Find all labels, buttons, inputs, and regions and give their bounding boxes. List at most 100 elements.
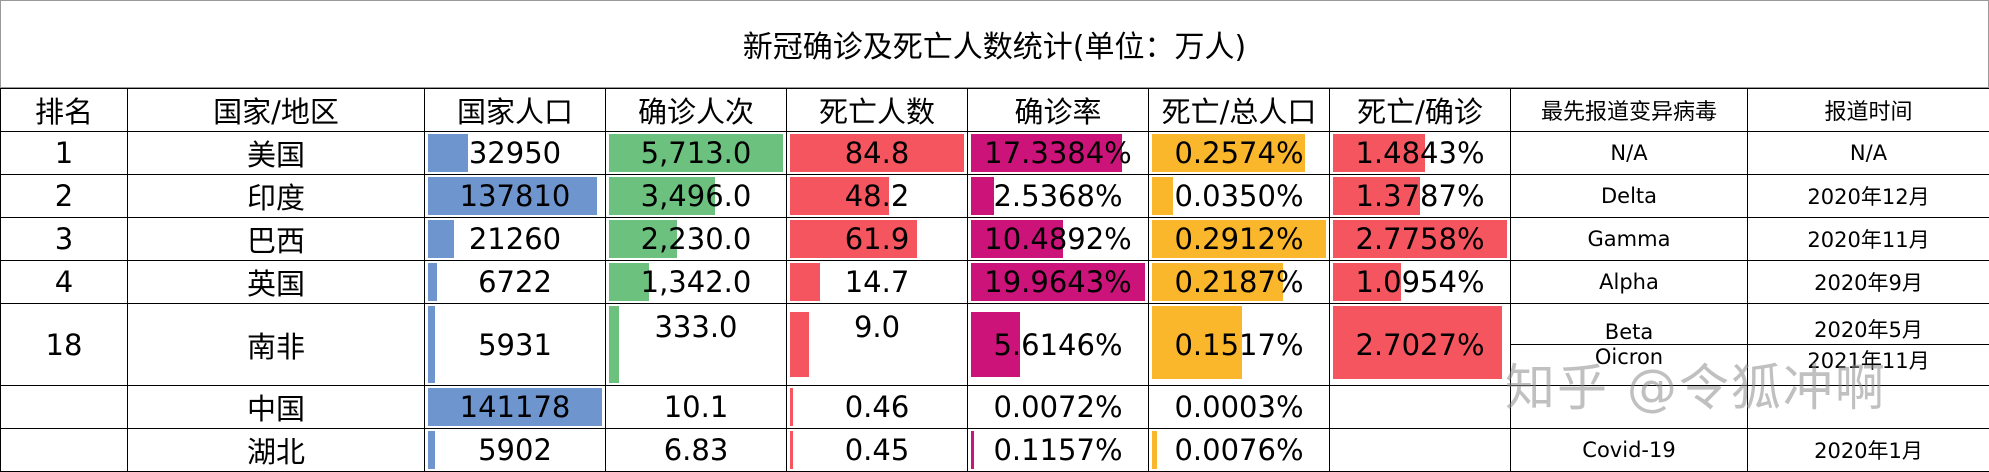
- death-pop-value: 0.2574%: [1174, 136, 1303, 170]
- confirmed-cell: 1,342.0: [606, 261, 787, 304]
- header-confirmed: 确诊人次: [606, 89, 787, 132]
- death-pop-cell: 0.0350%: [1149, 175, 1330, 218]
- population-value: 5931: [478, 328, 552, 362]
- population-cell: 137810: [425, 175, 606, 218]
- death-pop-cell: 0.0076%: [1149, 429, 1330, 472]
- confirmed-value: 10.1: [664, 390, 729, 424]
- deaths-cell: 9.0: [787, 304, 968, 386]
- confirmed-value: 2,230.0: [641, 222, 752, 256]
- deaths-value: 0.46: [845, 390, 910, 424]
- death-pop-cell: 0.1517%: [1149, 304, 1330, 386]
- region-cell: 中国: [128, 386, 425, 429]
- rate-value: 17.3384%: [984, 136, 1131, 170]
- rate-cell: 5.6146%: [968, 304, 1149, 386]
- rate-bar: [971, 431, 974, 469]
- rate-value: 2.5368%: [993, 179, 1122, 213]
- region-cell: 美国: [128, 132, 425, 175]
- header-rank: 排名: [1, 89, 128, 132]
- death-conf-value: 2.7758%: [1355, 222, 1484, 256]
- death-conf-cell: 2.7758%: [1330, 218, 1511, 261]
- region-cell: 南非: [128, 304, 425, 386]
- death-pop-value: 0.0003%: [1174, 390, 1303, 424]
- deaths-value: 48.2: [845, 179, 910, 213]
- population-value: 5902: [478, 433, 552, 467]
- population-value: 141178: [460, 390, 571, 424]
- variant-cell: Gamma: [1511, 218, 1748, 261]
- confirmed-value: 1,342.0: [641, 265, 752, 299]
- date-cell: 2020年12月: [1748, 175, 1989, 218]
- death-pop-value: 0.1517%: [1174, 328, 1303, 362]
- rank-cell: 4: [1, 261, 128, 304]
- population-value: 32950: [469, 136, 561, 170]
- death-conf-cell: [1330, 386, 1511, 429]
- rate-cell: 0.0072%: [968, 386, 1149, 429]
- region-cell: 印度: [128, 175, 425, 218]
- variant-cell: Covid-19: [1511, 429, 1748, 472]
- rate-value: 10.4892%: [984, 222, 1131, 256]
- zhihu-watermark: 知乎 @令狐冲啊: [1505, 348, 1887, 420]
- header-variant: 最先报道变异病毒: [1511, 89, 1748, 132]
- date-cell: 2020年9月: [1748, 261, 1989, 304]
- date-cell: 2020年11月: [1748, 218, 1989, 261]
- deaths-cell: 84.8: [787, 132, 968, 175]
- table-title: 新冠确诊及死亡人数统计(单位：万人): [0, 0, 1989, 88]
- header-rate: 确诊率: [968, 89, 1149, 132]
- rank-cell: 1: [1, 132, 128, 175]
- deaths-cell: 61.9: [787, 218, 968, 261]
- deaths-bar: [790, 263, 820, 301]
- date-value-1: 2020年5月: [1748, 314, 1989, 344]
- death-conf-cell: 1.3787%: [1330, 175, 1511, 218]
- death-pop-cell: 0.2912%: [1149, 218, 1330, 261]
- death-pop-cell: 0.2187%: [1149, 261, 1330, 304]
- population-cell: 141178: [425, 386, 606, 429]
- death-conf-cell: 1.4843%: [1330, 132, 1511, 175]
- rank-cell: 18: [1, 304, 128, 386]
- rate-value: 0.1157%: [993, 433, 1122, 467]
- header-deaths: 死亡人数: [787, 89, 968, 132]
- region-cell: 湖北: [128, 429, 425, 472]
- confirmed-bar: [609, 306, 619, 383]
- rate-cell: 10.4892%: [968, 218, 1149, 261]
- population-cell: 5902: [425, 429, 606, 472]
- confirmed-cell: 6.83: [606, 429, 787, 472]
- death-pop-value: 0.0350%: [1174, 179, 1303, 213]
- death-conf-cell: 1.0954%: [1330, 261, 1511, 304]
- rate-cell: 0.1157%: [968, 429, 1149, 472]
- deaths-value: 61.9: [845, 222, 910, 256]
- death-pop-cell: 0.0003%: [1149, 386, 1330, 429]
- date-cell: 2020年1月: [1748, 429, 1989, 472]
- population-cell: 6722: [425, 261, 606, 304]
- deaths-bar: [790, 312, 809, 377]
- confirmed-cell: 10.1: [606, 386, 787, 429]
- deaths-cell: 14.7: [787, 261, 968, 304]
- rate-cell: 2.5368%: [968, 175, 1149, 218]
- death-conf-cell: [1330, 429, 1511, 472]
- death-conf-value: 1.0954%: [1355, 265, 1484, 299]
- population-cell: 21260: [425, 218, 606, 261]
- population-cell: 32950: [425, 132, 606, 175]
- deaths-cell: 0.46: [787, 386, 968, 429]
- header-population: 国家人口: [425, 89, 606, 132]
- death-pop-bar: [1152, 177, 1173, 215]
- population-value: 21260: [469, 222, 561, 256]
- population-value: 6722: [478, 265, 552, 299]
- confirmed-cell: 3,496.0: [606, 175, 787, 218]
- population-cell: 5931: [425, 304, 606, 386]
- table-row: 3 巴西 21260 2,230.0 61.9 10.4892% 0.2912%…: [1, 218, 1989, 261]
- confirmed-value: 5,713.0: [641, 136, 752, 170]
- death-pop-value: 0.0076%: [1174, 433, 1303, 467]
- table-row: 2 印度 137810 3,496.0 48.2 2.5368% 0.0350%…: [1, 175, 1989, 218]
- header-death-pop: 死亡/总人口: [1149, 89, 1330, 132]
- confirmed-cell: 333.0: [606, 304, 787, 386]
- table-row: 4 英国 6722 1,342.0 14.7 19.9643% 0.2187% …: [1, 261, 1989, 304]
- variant-cell: Alpha: [1511, 261, 1748, 304]
- variant-value-1: Beta: [1511, 320, 1747, 344]
- variant-cell: Delta: [1511, 175, 1748, 218]
- rate-bar: [971, 177, 994, 215]
- confirmed-cell: 2,230.0: [606, 218, 787, 261]
- deaths-cell: 0.45: [787, 429, 968, 472]
- deaths-value: 0.45: [845, 433, 910, 467]
- rate-cell: 19.9643%: [968, 261, 1149, 304]
- confirmed-value: 6.83: [664, 433, 729, 467]
- rank-cell: 2: [1, 175, 128, 218]
